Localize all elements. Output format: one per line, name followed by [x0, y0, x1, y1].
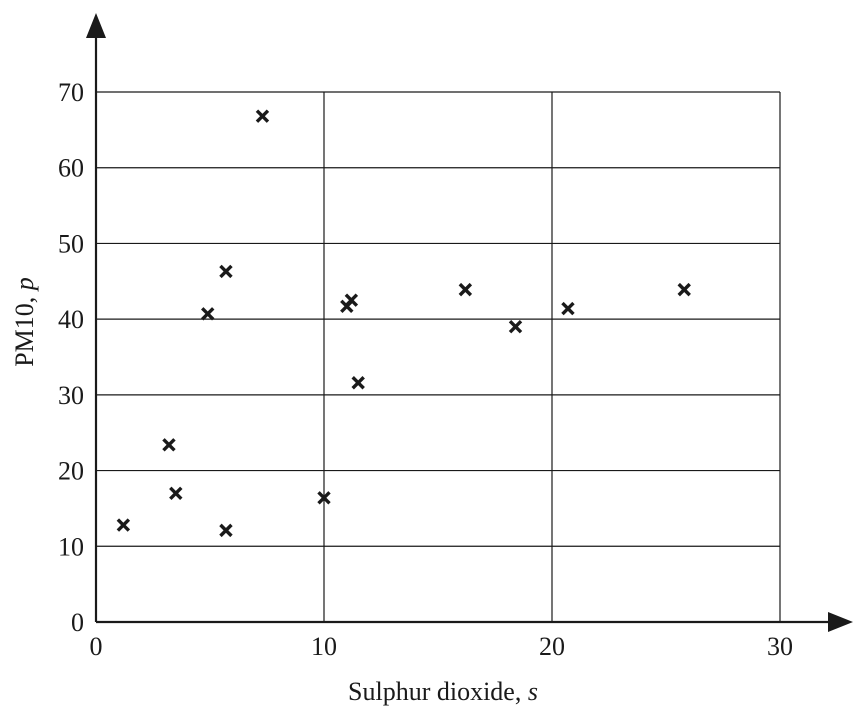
data-point-marker — [458, 282, 473, 297]
data-point-marker — [162, 438, 176, 452]
y-tick-labels: 0 10 20 30 40 50 60 70 — [58, 78, 84, 637]
y-tick-label: 60 — [58, 154, 84, 183]
data-points — [116, 109, 691, 538]
data-point-marker — [317, 491, 331, 505]
data-point-marker — [255, 109, 270, 123]
grid — [96, 91, 781, 622]
data-point-marker — [219, 523, 233, 538]
data-point-marker — [219, 264, 233, 279]
y-axis-arrowhead — [86, 13, 106, 38]
data-point-marker — [116, 518, 131, 532]
data-point-marker — [351, 376, 365, 390]
data-point-marker — [169, 486, 183, 500]
y-tick-label: 70 — [58, 78, 84, 107]
y-tick-label: 0 — [71, 608, 84, 637]
axes — [86, 13, 853, 632]
y-tick-label: 50 — [58, 229, 84, 258]
y-tick-label: 10 — [58, 532, 84, 561]
data-point-marker — [344, 293, 359, 307]
data-point-marker — [677, 282, 691, 297]
data-point-marker — [508, 320, 523, 334]
data-point-marker — [561, 301, 575, 316]
x-tick-label: 20 — [539, 632, 565, 661]
x-axis-title: Sulphur dioxide, s — [348, 677, 538, 706]
y-tick-label: 20 — [58, 457, 84, 486]
x-tick-label: 10 — [311, 632, 337, 661]
x-tick-label: 0 — [90, 632, 103, 661]
x-tick-label: 30 — [767, 632, 793, 661]
data-point-marker — [201, 307, 215, 321]
x-axis-arrowhead — [828, 612, 853, 632]
y-tick-label: 30 — [58, 381, 84, 410]
y-axis-title: PM10, p — [10, 277, 39, 367]
x-tick-labels: 0 10 20 30 — [90, 632, 794, 661]
y-tick-label: 40 — [58, 305, 84, 334]
